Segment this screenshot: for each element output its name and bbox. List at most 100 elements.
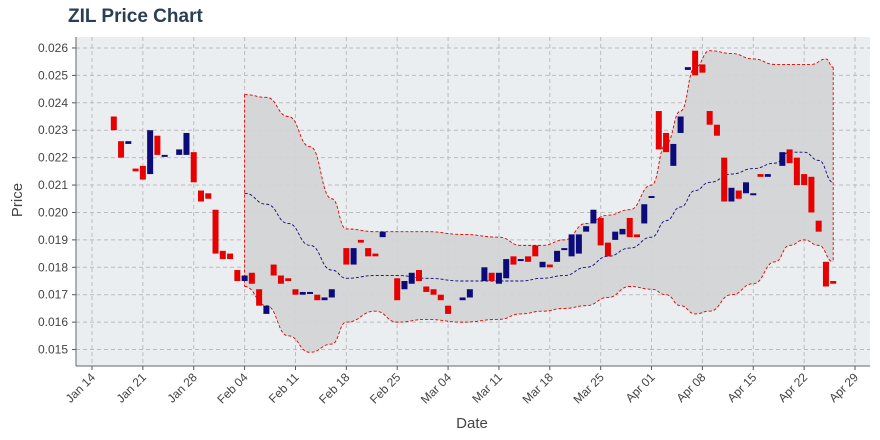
candle <box>699 64 706 73</box>
candle <box>684 67 691 70</box>
candle <box>314 294 321 301</box>
candle <box>357 239 364 243</box>
candle <box>822 261 829 287</box>
candle <box>118 141 125 158</box>
candle <box>692 50 699 76</box>
candle <box>568 234 575 257</box>
y-axis-label: Price <box>9 183 26 217</box>
candle <box>808 176 815 213</box>
candle <box>793 157 800 186</box>
candle <box>299 291 306 295</box>
candle <box>670 143 677 166</box>
candle <box>321 297 328 301</box>
candle <box>583 226 590 232</box>
candle <box>525 256 531 262</box>
candle <box>198 190 204 202</box>
candle <box>263 305 270 314</box>
candle <box>132 168 139 172</box>
candle <box>641 204 648 224</box>
candle <box>408 272 415 284</box>
candle <box>176 149 183 155</box>
candle <box>277 275 284 284</box>
x-tick-label: Feb 11 <box>266 370 302 406</box>
candle <box>328 289 335 298</box>
y-tick-label: 0.025 <box>38 68 68 82</box>
x-tick-label: Jan 21 <box>114 370 150 406</box>
candle <box>285 278 292 282</box>
candle <box>779 152 786 166</box>
candle <box>110 116 117 131</box>
candle <box>830 281 837 284</box>
x-tick-label: Feb 18 <box>316 370 353 407</box>
x-tick-label: Apr 22 <box>775 370 810 405</box>
candle <box>561 248 568 251</box>
candle <box>510 256 517 265</box>
x-tick-label: Mar 11 <box>469 370 505 406</box>
candle <box>517 259 524 262</box>
y-tick-label: 0.019 <box>38 233 68 247</box>
candle <box>713 124 720 136</box>
y-tick-label: 0.023 <box>38 123 68 137</box>
candle <box>227 253 234 260</box>
candle <box>743 182 749 194</box>
candle <box>604 242 611 257</box>
chart-title: ZIL Price Chart <box>68 6 203 27</box>
candle <box>488 272 495 282</box>
y-tick-label: 0.020 <box>38 205 68 219</box>
band-lower-line <box>244 239 834 353</box>
x-tick-label: Feb 25 <box>367 370 404 407</box>
candle <box>735 190 742 199</box>
candle <box>786 149 793 164</box>
candle <box>154 135 161 155</box>
candle <box>677 116 684 133</box>
candle <box>445 305 452 314</box>
candle <box>401 281 408 290</box>
candle <box>597 217 604 246</box>
axes: 0.015 0.016 0.017 0.018 0.019 0.020 0.021 0.022… <box>38 37 870 407</box>
moving-average-line <box>244 151 834 282</box>
candle <box>292 289 299 295</box>
candle <box>648 196 655 199</box>
candle <box>256 289 263 306</box>
candle <box>655 111 662 150</box>
y-tick-label: 0.022 <box>38 151 68 165</box>
x-tick-label: Apr 01 <box>623 370 658 405</box>
candle <box>307 291 313 294</box>
candle <box>430 289 437 295</box>
x-tick-label: Apr 08 <box>674 370 709 405</box>
x-tick-label: Jan 28 <box>164 370 200 406</box>
candle <box>270 264 277 276</box>
x-tick-label: Mar 04 <box>418 370 455 407</box>
candle <box>764 174 771 177</box>
candle <box>663 132 670 153</box>
candle <box>750 193 757 196</box>
candle <box>619 228 626 235</box>
candle <box>365 248 372 257</box>
candle <box>546 264 553 268</box>
grid <box>76 37 870 366</box>
band-layer <box>244 50 834 353</box>
candle <box>481 267 488 282</box>
candle <box>161 154 168 157</box>
candle <box>394 278 401 301</box>
candle <box>554 250 561 262</box>
y-tick-label: 0.024 <box>38 96 68 110</box>
y-tick-label: 0.018 <box>38 260 68 274</box>
band-upper-line <box>244 50 834 246</box>
candle <box>416 270 422 282</box>
candle <box>190 152 197 183</box>
candle <box>147 130 154 175</box>
candle <box>539 261 546 268</box>
x-tick-label: Mar 25 <box>570 370 607 407</box>
x-tick-label: Apr 29 <box>826 370 861 405</box>
candle <box>248 272 255 284</box>
candle <box>437 294 444 301</box>
x-tick-label: Apr 15 <box>724 370 759 405</box>
candle <box>757 174 764 177</box>
candle <box>350 248 357 265</box>
candle <box>423 286 430 292</box>
candle <box>379 231 386 238</box>
candle <box>575 234 582 254</box>
